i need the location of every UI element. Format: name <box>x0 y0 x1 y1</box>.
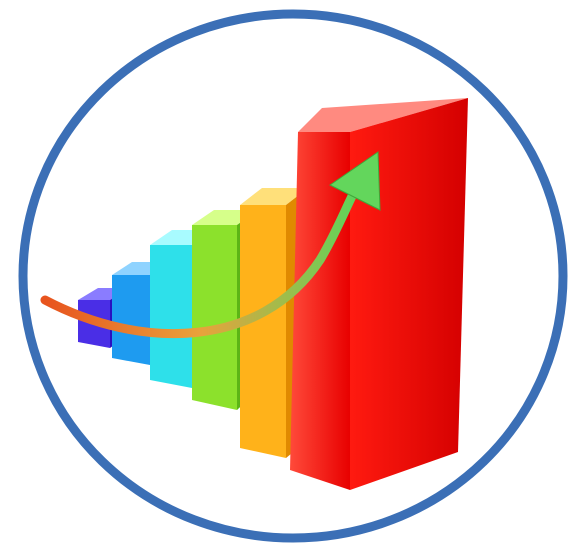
arrow-head <box>329 151 381 211</box>
bar-red <box>290 98 468 490</box>
bar-front <box>290 132 350 490</box>
bar-front <box>240 205 286 458</box>
bar-top <box>298 98 468 132</box>
bar-side <box>350 98 468 490</box>
bar-front <box>112 275 150 365</box>
arrow-shaft <box>40 185 360 339</box>
bar-front <box>192 225 237 410</box>
bar-front <box>150 245 192 388</box>
growth-arrow <box>40 151 381 339</box>
bar-top <box>240 188 308 205</box>
